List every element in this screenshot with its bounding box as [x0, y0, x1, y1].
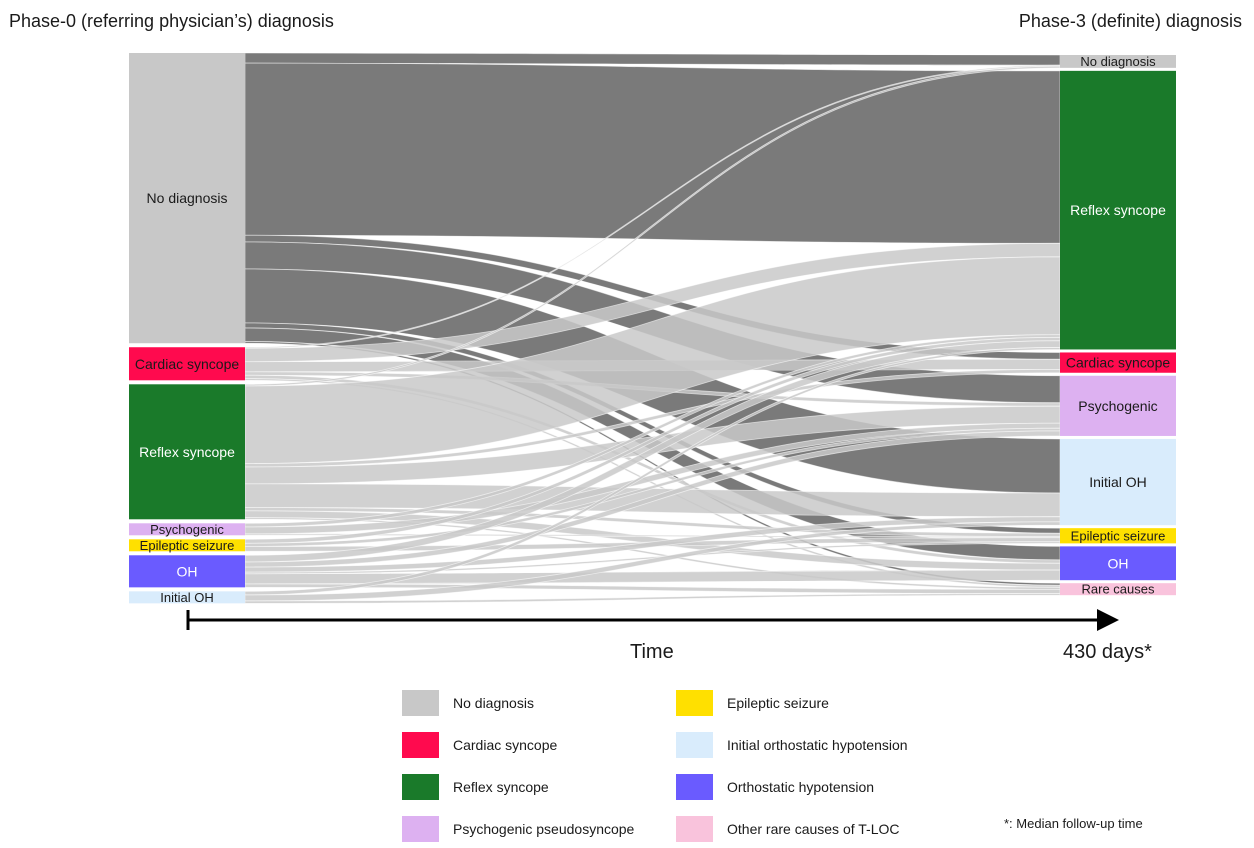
- right-node-bar: [1060, 546, 1176, 581]
- right-node-bar: [1060, 70, 1176, 350]
- legend-label: Initial orthostatic hypotension: [727, 737, 908, 753]
- right-node-bar: [1060, 438, 1176, 526]
- left-node-bar: [129, 555, 245, 588]
- right-node-label: Epileptic seizure: [1071, 528, 1166, 543]
- right-column-title: Phase-3 (definite) diagnosis: [1018, 11, 1242, 31]
- left-node-cs: Cardiac syncope: [129, 347, 245, 381]
- left-node-nd: No diagnosis: [129, 53, 245, 344]
- left-node-label: Psychogenic: [150, 522, 224, 537]
- legend-label: Reflex syncope: [453, 779, 549, 795]
- right-node-rc: Rare causes: [1060, 582, 1176, 597]
- left-node-label: Epileptic seizure: [140, 538, 235, 553]
- legend-label: Orthostatic hypotension: [727, 779, 875, 795]
- right-node-bar: [1060, 528, 1176, 544]
- left-column-title: Phase-0 (referring physician’s) diagnosi…: [9, 11, 334, 31]
- legend-item: Initial orthostatic hypotension: [676, 731, 908, 759]
- right-node-bar: [1060, 375, 1176, 436]
- right-node-label: No diagnosis: [1080, 54, 1156, 69]
- left-node-label: Reflex syncope: [139, 444, 235, 460]
- right-node-oh: OH: [1060, 546, 1176, 581]
- legend-item: Epileptic seizure: [676, 689, 829, 717]
- left-node-bar: [129, 347, 245, 381]
- right-node-label: Cardiac syncope: [1066, 355, 1170, 371]
- legend-swatch: [402, 732, 439, 758]
- left-node-bar: [129, 539, 245, 552]
- right-node-bar: [1060, 583, 1176, 596]
- legend-item: Psychogenic pseudosyncope: [402, 815, 634, 843]
- legend-swatch: [402, 816, 439, 842]
- right-node-ps: Psychogenic: [1060, 375, 1176, 436]
- left-node-label: Cardiac syncope: [135, 356, 239, 372]
- footnote: *: Median follow-up time: [1004, 816, 1143, 831]
- right-node-ioh: Initial OH: [1060, 438, 1176, 526]
- left-node-rs: Reflex syncope: [129, 384, 245, 520]
- flow-left-ioh-to-right-rs: [244, 347, 1061, 596]
- left-node-label: No diagnosis: [147, 190, 228, 206]
- left-node-es: Epileptic seizure: [129, 538, 245, 553]
- legend: No diagnosis Cardiac syncope Reflex syncop…: [400, 688, 960, 848]
- flow-left-nd-to-right-rs: [244, 62, 1061, 244]
- legend-item: Other rare causes of T-LOC: [676, 815, 899, 843]
- left-node-ioh: Initial OH: [129, 590, 245, 605]
- left-node-label: OH: [177, 563, 198, 579]
- right-node-nd: No diagnosis: [1060, 54, 1176, 69]
- right-node-rs: Reflex syncope: [1060, 70, 1176, 350]
- legend-swatch: [676, 774, 713, 800]
- legend-item: Reflex syncope: [402, 773, 549, 801]
- right-node-es: Epileptic seizure: [1060, 528, 1176, 544]
- legend-label: Epileptic seizure: [727, 695, 829, 711]
- legend-item: Cardiac syncope: [402, 731, 557, 759]
- left-node-ps: Psychogenic: [129, 522, 245, 537]
- right-node-label: OH: [1108, 555, 1129, 571]
- legend-item: Orthostatic hypotension: [676, 773, 874, 801]
- legend-label: No diagnosis: [453, 695, 534, 711]
- legend-swatch: [676, 732, 713, 758]
- left-node-bar: [129, 523, 245, 536]
- left-node-bar: [129, 591, 245, 604]
- left-node-label: Initial OH: [160, 590, 213, 605]
- legend-swatch: [676, 690, 713, 716]
- right-node-label: Reflex syncope: [1070, 202, 1166, 218]
- right-node-bar: [1060, 55, 1176, 68]
- time-axis-arrowhead: [1097, 609, 1119, 631]
- legend-swatch: [402, 774, 439, 800]
- legend-swatch: [402, 690, 439, 716]
- right-node-bar: [1060, 352, 1176, 373]
- time-axis: [186, 609, 1119, 631]
- time-axis-label: Time: [630, 641, 674, 663]
- legend-item: No diagnosis: [402, 689, 534, 717]
- legend-label: Psychogenic pseudosyncope: [453, 821, 635, 837]
- right-node-cs: Cardiac syncope: [1060, 352, 1176, 373]
- legend-label: Cardiac syncope: [453, 737, 558, 753]
- legend-swatch: [676, 816, 713, 842]
- left-node-bar: [129, 384, 245, 520]
- flow-layer: [244, 52, 1061, 604]
- right-node-label: Rare causes: [1082, 582, 1155, 597]
- followup-duration-label: 430 days*: [1063, 641, 1152, 663]
- legend-label: Other rare causes of T-LOC: [727, 821, 900, 837]
- right-node-label: Initial OH: [1089, 474, 1147, 490]
- left-node-bar: [129, 53, 245, 344]
- left-node-oh: OH: [129, 555, 245, 588]
- node-layer: No diagnosis Cardiac syncope Reflex syncop…: [129, 53, 1176, 605]
- right-node-label: Psychogenic: [1078, 398, 1157, 414]
